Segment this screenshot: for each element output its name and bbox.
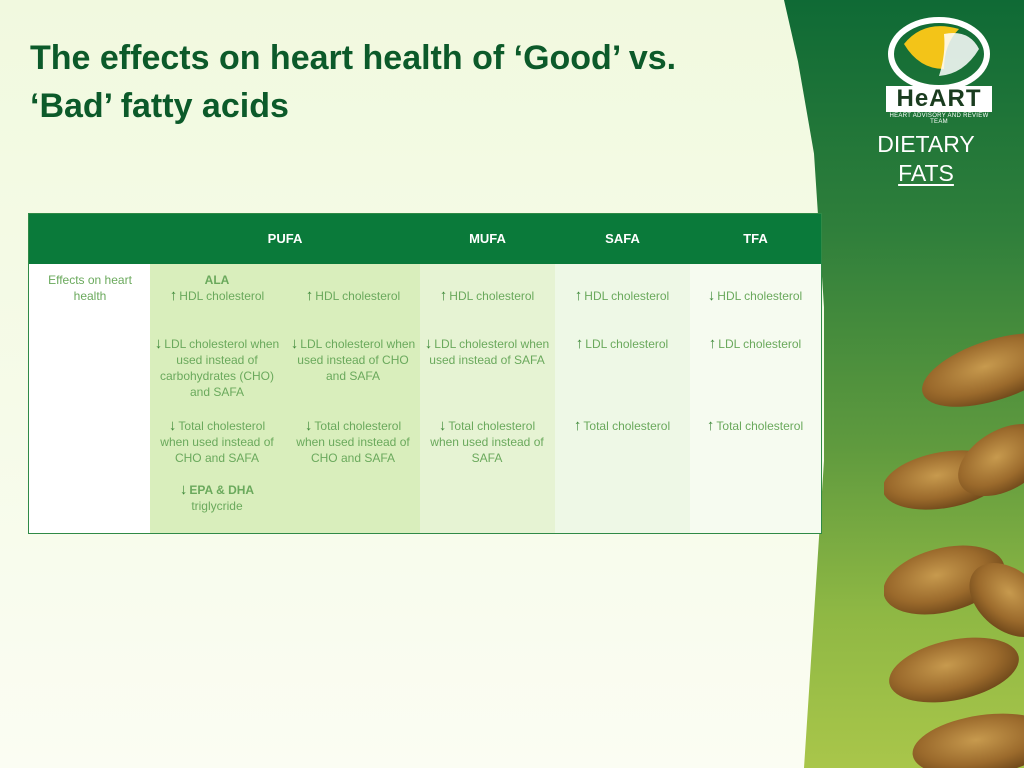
arrow-up-icon: ↑ (706, 417, 715, 434)
heart-logo: HeART HEART ADVISORY AND REVIEW TEAM (884, 14, 994, 125)
row-label-effects: Effects on heart health (48, 273, 132, 303)
pufa-b-hdl-cell: ↑ HDL cholesterol (290, 288, 416, 304)
dietary-fats-label: DIETARY FATS (866, 130, 986, 188)
tfa-hdl-text: HDL cholesterol (717, 289, 803, 303)
tfa-total-text: Total cholesterol (716, 419, 804, 433)
header-mufa: MUFA (469, 231, 506, 246)
pufa-a-total-text: Total cholesterol when used instead of C… (160, 419, 274, 465)
pufa-a-hdl-text: HDL cholesterol (179, 289, 265, 303)
arrow-up-icon: ↑ (573, 417, 582, 434)
pufa-a-total-cell: ↓ Total cholesterol when used instead of … (154, 418, 280, 466)
fatty-acids-table: PUFA MUFA SAFA TFA Effects on heart heal… (28, 213, 822, 534)
column-tfa: ↓ HDL cholesterol ↑ LDL cholesterol ↑ Total… (690, 264, 821, 533)
pufa-b-ldl-cell: ↓ LDL cholesterol when used instead of CH… (290, 336, 416, 384)
safa-hdl-text: HDL cholesterol (584, 289, 670, 303)
heart-logo-emblem-icon (888, 17, 990, 91)
logo-subtitle: HEART ADVISORY AND REVIEW TEAM (889, 113, 989, 125)
pufa-a-epa-text: EPA & DHA (189, 483, 255, 497)
safa-total-text: Total cholesterol (583, 419, 671, 433)
safa-total-cell: ↑ Total cholesterol (559, 418, 685, 434)
arrow-down-icon: ↓ (290, 335, 299, 352)
arrow-up-icon: ↑ (575, 335, 584, 352)
column-mufa: ↑ HDL cholesterol ↓ LDL cholesterol when u… (420, 264, 555, 533)
mufa-ldl-cell: ↓ LDL cholesterol when used instead of SA… (424, 336, 550, 368)
column-pufa: ALA ↑ HDL cholesterol ↓ LDL cholesterol wh… (150, 264, 420, 533)
safa-ldl-cell: ↑ LDL cholesterol (559, 336, 685, 352)
pufa-a-epa-sub: triglycride (191, 499, 243, 513)
mufa-total-cell: ↓ Total cholesterol when used instead of … (424, 418, 550, 466)
arrow-up-icon: ↑ (574, 287, 583, 304)
logo-wordmark: HeART (886, 86, 992, 112)
mufa-total-text: Total cholesterol when used instead of S… (430, 419, 544, 465)
arrow-down-icon: ↓ (304, 417, 313, 434)
mufa-hdl-cell: ↑ HDL cholesterol (424, 288, 550, 304)
header-pufa: PUFA (267, 231, 303, 246)
safa-hdl-cell: ↑ HDL cholesterol (559, 288, 685, 304)
tfa-hdl-cell: ↓ HDL cholesterol (692, 288, 818, 304)
arrow-up-icon: ↑ (169, 287, 178, 304)
pufa-a-epa-line: ↓ EPA & DHA (154, 482, 280, 498)
pufa-a-ldl-cell: ↓ LDL cholesterol when used instead of ca… (154, 336, 280, 400)
arrow-down-icon: ↓ (179, 481, 188, 498)
pufa-b-total-text: Total cholesterol when used instead of C… (296, 419, 410, 465)
arrow-up-icon: ↑ (708, 335, 717, 352)
arrow-up-icon: ↑ (439, 287, 448, 304)
column-safa: ↑ HDL cholesterol ↑ LDL cholesterol ↑ Total… (555, 264, 690, 533)
pufa-a-ala-label: ALA (204, 273, 230, 287)
header-tfa: TFA (743, 231, 768, 246)
mufa-ldl-text: LDL cholesterol when used instead of SAF… (429, 337, 550, 367)
arrow-down-icon: ↓ (168, 417, 177, 434)
tfa-total-cell: ↑ Total cholesterol (692, 418, 818, 434)
safa-ldl-text: LDL cholesterol (585, 337, 669, 351)
slide-title-line-1: The effects on heart health of ‘Good’ vs… (30, 39, 677, 77)
arrow-up-icon: ↑ (305, 287, 314, 304)
column-row-label: Effects on heart health (29, 264, 150, 533)
pufa-a-hdl-line: ↑ HDL cholesterol (154, 288, 280, 304)
tfa-ldl-text: LDL cholesterol (718, 337, 802, 351)
table-header-row: PUFA MUFA SAFA TFA (29, 214, 821, 264)
pufa-b-ldl-text: LDL cholesterol when used instead of CHO… (297, 337, 416, 383)
pufa-b-hdl-text: HDL cholesterol (315, 289, 401, 303)
almonds-image (884, 333, 1024, 768)
pufa-b-total-cell: ↓ Total cholesterol when used instead of … (290, 418, 416, 466)
arrow-down-icon: ↓ (424, 335, 433, 352)
arrow-down-icon: ↓ (438, 417, 447, 434)
dietary-text: DIETARY (877, 131, 975, 157)
tfa-ldl-cell: ↑ LDL cholesterol (692, 336, 818, 352)
fats-text: FATS (898, 160, 954, 186)
pufa-a-epa-cell: ↓ EPA & DHA triglycride (154, 482, 280, 514)
arrow-down-icon: ↓ (707, 287, 716, 304)
mufa-hdl-text: HDL cholesterol (449, 289, 535, 303)
slide-title: The effects on heart health of ‘Good’ vs… (30, 34, 820, 130)
header-safa: SAFA (605, 231, 640, 246)
arrow-down-icon: ↓ (154, 335, 163, 352)
pufa-a-ldl-text: LDL cholesterol when used instead of car… (159, 337, 280, 399)
slide-title-line-2: ‘Bad’ fatty acids (30, 87, 289, 125)
pufa-a-hdl-cell: ALA ↑ HDL cholesterol (154, 272, 280, 304)
